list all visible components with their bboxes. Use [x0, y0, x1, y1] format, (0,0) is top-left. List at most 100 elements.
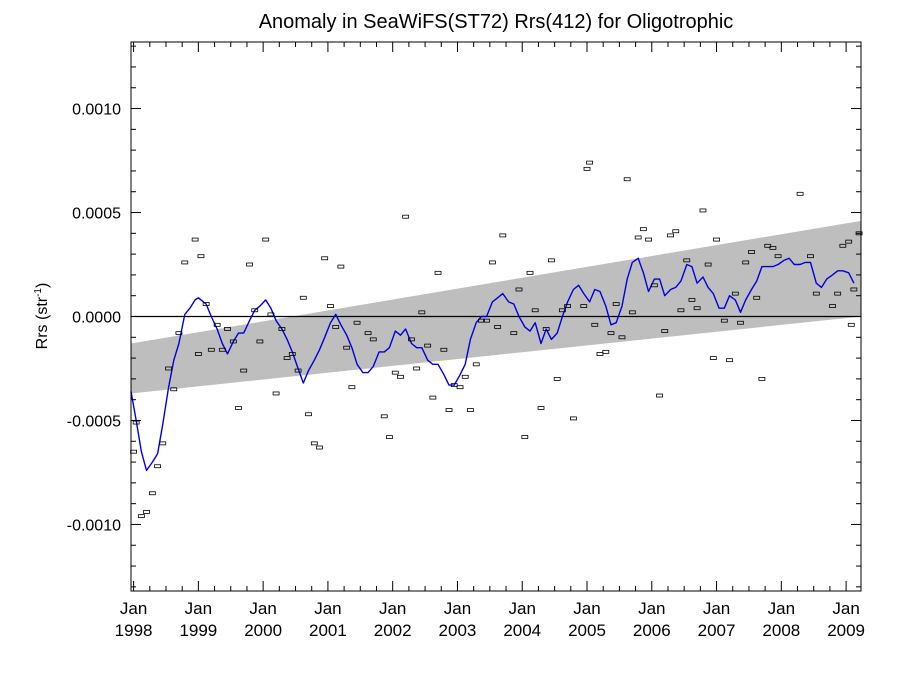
data-point: [531, 308, 539, 313]
y-tick-label: 0.0005: [72, 206, 121, 223]
data-point: [235, 406, 242, 410]
data-point: [510, 331, 518, 336]
x-tick-year-label: 2003: [439, 621, 477, 640]
data-point: [656, 393, 663, 398]
data-point: [278, 327, 286, 331]
data-point: [542, 327, 550, 331]
data-point: [489, 260, 496, 265]
data-point: [165, 366, 172, 371]
axis-ticks-layer: 0.0010 0.0005 0.0000 -0.0005 -0.0010 Jan 1998 J…: [67, 42, 865, 640]
data-point: [704, 262, 712, 267]
data-point: [607, 331, 615, 336]
data-point: [310, 441, 318, 446]
data-point: [515, 287, 523, 292]
data-point: [834, 291, 842, 296]
data-point: [483, 318, 491, 323]
data-point: [612, 302, 620, 306]
data-point: [321, 256, 329, 261]
x-tick-year-label: 1999: [179, 621, 217, 640]
data-point: [327, 304, 334, 309]
data-point: [386, 435, 393, 440]
y-tick-label: 0.0000: [72, 310, 121, 327]
data-point: [332, 324, 340, 329]
data-point: [645, 237, 652, 242]
data-point: [796, 191, 804, 196]
data-point: [807, 254, 814, 259]
data-point: [467, 408, 474, 412]
data-point: [207, 347, 215, 352]
data-point: [175, 331, 183, 336]
data-point: [364, 331, 372, 336]
data-point: [434, 270, 442, 275]
data-point: [623, 177, 631, 182]
data-point: [688, 297, 696, 302]
data-point: [596, 352, 604, 356]
data-point: [693, 306, 701, 311]
data-point: [472, 362, 480, 367]
x-tick-month-label: Jan: [444, 599, 471, 618]
data-point: [602, 349, 610, 354]
data-point: [726, 358, 733, 363]
data-point: [305, 412, 312, 417]
x-tick-month-label: Jan: [379, 599, 406, 618]
data-point: [639, 227, 647, 232]
data-point: [499, 233, 507, 238]
x-tick-year-label: 2007: [698, 621, 736, 640]
x-tick-month-label: Jan: [703, 599, 730, 618]
data-point: [132, 420, 140, 425]
data-point: [521, 435, 529, 440]
x-tick-year-label: 2009: [827, 621, 865, 640]
x-tick-year-label: 2006: [633, 621, 671, 640]
x-tick-month-label: Jan: [832, 599, 859, 618]
data-point: [456, 385, 464, 390]
data-point: [197, 254, 205, 259]
data-point: [159, 441, 167, 446]
data-point: [742, 260, 750, 265]
data-point: [753, 295, 761, 300]
data-point: [191, 237, 199, 242]
data-point: [845, 239, 853, 244]
data-point: [672, 229, 680, 234]
y-axis-label-close: ): [34, 283, 51, 288]
data-point: [246, 262, 253, 267]
data-point: [709, 356, 717, 360]
data-point: [812, 291, 820, 296]
data-point: [494, 324, 502, 329]
trend-band-layer: [131, 220, 861, 394]
data-point: [667, 233, 674, 238]
data-point: [181, 260, 189, 265]
data-point: [170, 387, 178, 392]
x-tick-year-label: 2008: [762, 621, 800, 640]
data-point: [229, 339, 237, 344]
data-point: [618, 335, 626, 340]
y-axis-label-main: Rrs (str: [34, 296, 51, 349]
data-point: [774, 254, 782, 259]
plot-area: 0.0010 0.0005 0.0000 -0.0005 -0.0010 Jan 1998 J…: [67, 41, 865, 640]
data-point: [661, 329, 669, 333]
data-point: [650, 283, 658, 288]
data-point: [283, 356, 291, 360]
data-point: [213, 322, 221, 327]
data-point: [251, 308, 259, 313]
x-tick-month-label: Jan: [638, 599, 665, 618]
data-point: [737, 320, 744, 325]
data-point: [194, 352, 202, 356]
data-point: [847, 322, 855, 327]
data-point: [850, 287, 858, 292]
data-point: [267, 312, 275, 317]
data-point: [553, 376, 561, 381]
y-tick-label: -0.0005: [67, 413, 121, 430]
data-point: [758, 376, 766, 381]
data-point: [262, 237, 270, 242]
data-point: [586, 160, 593, 165]
data-point: [294, 368, 302, 373]
data-point: [272, 391, 280, 396]
data-point: [299, 295, 307, 300]
data-point: [547, 258, 555, 263]
data-point: [369, 337, 377, 342]
data-point: [591, 322, 599, 327]
data-point: [337, 264, 345, 269]
x-tick-year-label: 2001: [309, 621, 347, 640]
data-point: [683, 258, 691, 263]
